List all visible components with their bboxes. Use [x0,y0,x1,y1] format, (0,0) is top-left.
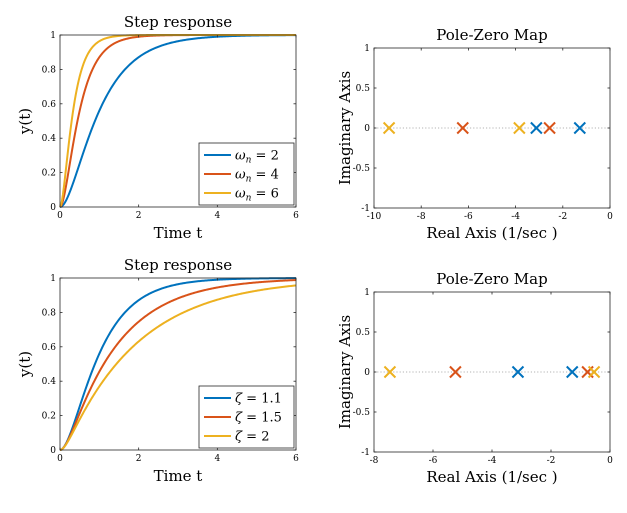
legend-symbol: ζ [235,392,243,407]
x-axis-label: Real Axis (1/sec ) [426,468,557,486]
chart-2: -10 -8 -6 -4 -2 0 -1 -0.5 0 0.5 1 Pole-Zero Map Real… [336,26,613,242]
x-tick-label: -8 [370,456,379,466]
y-axis-label: y(t) [16,108,34,135]
legend: ωn = 2ωn = 4ωn = 6 [198,142,295,206]
y-tick-label: 0.4 [42,134,57,144]
y-tick-label: 0.5 [356,328,371,338]
legend-value: = 2 [242,430,269,445]
y-tick-label: -1 [361,448,370,458]
axes-box [59,34,297,208]
pole-marker-2-2 [456,121,469,135]
chart-1: 0 2 4 6 0 0.2 0.4 0.6 0.8 1 Step response Time t y(t… [16,13,299,242]
legend-value: = 6 [251,187,278,202]
legend-value: = 2 [251,149,278,164]
y-tick-label: 0.4 [42,377,57,387]
y-tick-label: 1 [50,274,56,284]
legend-subscript: n [246,156,252,166]
x-tick-label: 0 [57,454,63,464]
chart-title: Pole-Zero Map [436,26,547,44]
x-tick-label: 6 [293,454,299,464]
x-tick-label: 0 [607,456,613,466]
series-line-1 [59,277,297,451]
x-tick-label: 4 [214,211,220,221]
y-axis-label: Imaginary Axis [336,71,354,185]
x-axis-label: Real Axis (1/sec ) [426,224,557,242]
legend-symbol: ω [235,187,246,202]
pole-marker-3-1 [513,121,526,135]
chart-4: -8 -6 -4 -2 0 -1 -0.5 0 0.5 1 Pole-Zero Map Real Ax… [336,270,613,486]
x-tick-label: 0 [57,211,63,221]
x-tick-label: -8 [417,212,426,222]
y-tick-label: -0.5 [353,408,371,418]
series-line-2 [59,279,297,451]
legend-symbol: ζ [235,411,243,426]
y-tick-label: 0.6 [42,100,57,110]
x-tick-label: 2 [136,211,142,221]
legend-value: = 1.1 [242,392,282,407]
pole-marker-1-1 [573,121,586,135]
x-tick-label: 6 [293,211,299,221]
chart-3: 0 2 4 6 0 0.2 0.4 0.6 0.8 1 Step response Time t y(t… [16,256,299,485]
pole-marker-3-1 [587,365,601,379]
chart-title: Pole-Zero Map [436,270,547,288]
pole-marker-1-2 [511,365,525,379]
legend-entry-2: ζ = 1.5 [235,411,282,426]
legend-symbol: ω [235,149,246,164]
y-tick-label: 0.8 [42,308,57,318]
series-line-3 [59,284,297,451]
x-tick-label: -2 [558,212,567,222]
legend-value: = 4 [251,168,278,183]
x-tick-label: -4 [511,212,520,222]
y-tick-label: 1 [50,31,56,41]
x-axis-label: Time t [154,467,203,485]
legend-symbol: ζ [235,430,243,445]
legend-subscript: n [246,175,252,185]
axes-box [59,277,297,451]
x-tick-label: -6 [464,212,473,222]
y-tick-label: 0.6 [42,343,57,353]
legend-symbol: ω [235,168,246,183]
legend-subscript: n [246,194,252,204]
y-tick-label: 1 [364,44,370,54]
pole-marker-2-1 [543,121,556,135]
legend-entry-3: ωn = 6 [235,187,279,204]
x-tick-label: 2 [136,454,142,464]
y-tick-label: 0.8 [42,65,57,75]
x-tick-label: -2 [547,456,556,466]
x-tick-label: -10 [367,212,382,222]
chart-title: Step response [124,256,232,274]
x-axis-label: Time t [154,224,203,242]
y-axis-label: y(t) [16,351,34,378]
x-tick-label: 4 [214,454,220,464]
legend-entry-2: ωn = 4 [235,168,279,185]
x-tick-label: -4 [488,456,497,466]
y-tick-label: 1 [364,288,370,298]
pole-marker-1-2 [530,121,543,135]
y-tick-label: -1 [361,204,370,214]
chart-title: Step response [124,13,232,31]
y-tick-label: 0 [364,368,370,378]
y-tick-label: 0 [50,203,56,213]
y-tick-label: 0.5 [356,84,371,94]
x-tick-label: 0 [607,212,613,222]
y-tick-label: 0.2 [42,169,56,179]
pole-marker-1-1 [566,365,579,379]
y-axis-label: Imaginary Axis [336,315,354,429]
y-tick-label: 0 [50,446,56,456]
x-tick-label: -6 [429,456,438,466]
y-tick-label: 0 [364,124,370,134]
legend-entry-1: ωn = 2 [235,149,279,166]
y-tick-label: -0.5 [353,164,371,174]
pole-marker-2-2 [449,365,462,379]
pole-marker-3-2 [383,365,397,379]
legend-entry-3: ζ = 2 [235,430,269,445]
y-tick-label: 0.2 [42,412,56,422]
legend-entry-1: ζ = 1.1 [235,392,282,407]
legend-value: = 1.5 [242,411,282,426]
legend: ζ = 1.1ζ = 1.5ζ = 2 [198,385,295,449]
pole-marker-3-2 [382,121,396,135]
